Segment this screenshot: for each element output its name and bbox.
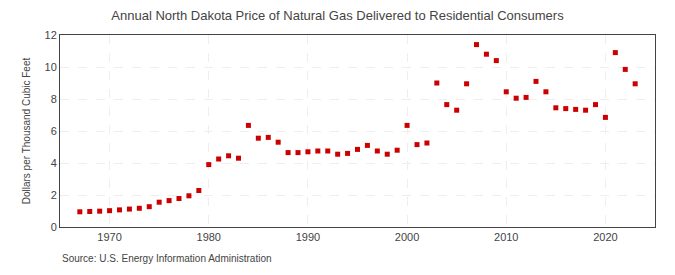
svg-text:12: 12 — [45, 29, 57, 41]
svg-text:1990: 1990 — [296, 231, 320, 243]
svg-text:0: 0 — [51, 221, 57, 233]
svg-text:4: 4 — [51, 157, 57, 169]
svg-text:1980: 1980 — [197, 231, 221, 243]
svg-text:Source: U.S. Energy Informatio: Source: U.S. Energy Information Administ… — [62, 253, 272, 264]
svg-text:1970: 1970 — [97, 231, 121, 243]
svg-text:2010: 2010 — [494, 231, 518, 243]
svg-text:2: 2 — [51, 189, 57, 201]
svg-text:6: 6 — [51, 125, 57, 137]
svg-text:2020: 2020 — [593, 231, 617, 243]
svg-text:Annual North Dakota Price of N: Annual North Dakota Price of Natural Gas… — [111, 8, 564, 23]
svg-text:Dollars per Thousand Cubic Fee: Dollars per Thousand Cubic Feet — [21, 58, 32, 205]
svg-text:8: 8 — [51, 93, 57, 105]
svg-text:10: 10 — [45, 61, 57, 73]
svg-text:2000: 2000 — [395, 231, 419, 243]
